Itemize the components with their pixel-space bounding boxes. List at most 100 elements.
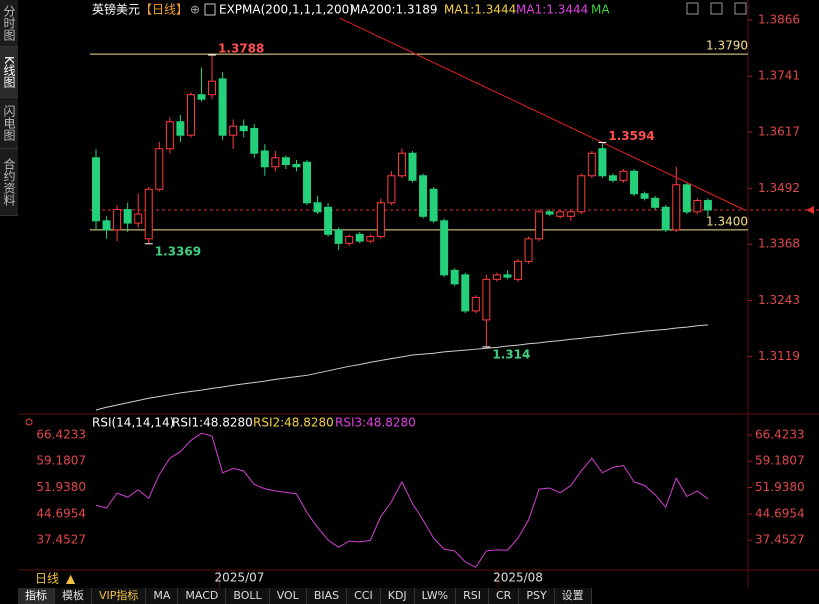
candle-body <box>165 121 174 150</box>
tab[interactable]: VOL <box>269 588 307 604</box>
symbol: 英镑美元 <box>92 2 140 17</box>
y-tick-label: 1.3368 <box>758 237 800 251</box>
candle-body <box>134 213 143 224</box>
tab[interactable]: VIP指标 <box>92 588 147 604</box>
candle-body <box>123 209 132 224</box>
y-tick-label: 1.3866 <box>758 12 800 26</box>
tab[interactable]: 设置 <box>554 588 592 604</box>
candle-body <box>461 274 470 312</box>
candle-body <box>608 175 617 181</box>
icon <box>204 3 216 16</box>
candle-body <box>92 157 100 222</box>
candle-body <box>682 184 691 213</box>
candle-body <box>524 238 533 262</box>
tab[interactable]: KDJ <box>380 588 415 604</box>
candle-body <box>218 78 227 136</box>
window-button[interactable] <box>710 2 723 15</box>
candle-body <box>397 152 406 177</box>
candle-body <box>303 161 311 204</box>
rsi3: RSI3:48.8280 <box>335 416 416 430</box>
rsi-line <box>95 432 709 568</box>
candle-body <box>144 188 153 240</box>
candle-body <box>102 220 111 231</box>
candle-body <box>693 200 702 213</box>
candle-body <box>155 148 164 190</box>
candle-body <box>471 296 480 312</box>
tab[interactable]: 模板 <box>55 588 92 604</box>
candle-body <box>176 121 185 136</box>
trend-line <box>339 17 746 211</box>
candle-body <box>630 170 639 195</box>
panel-icon[interactable] <box>25 418 33 426</box>
candle-body <box>514 260 522 280</box>
period-button[interactable]: 日线 <box>35 572 59 586</box>
candle-body <box>535 211 544 240</box>
candle-body <box>387 175 396 204</box>
candle-body <box>440 220 449 276</box>
y-tick-label-left: 44.6954 <box>36 506 86 520</box>
candle-body <box>419 175 428 217</box>
side-tab[interactable]: 合约资料 <box>0 149 18 216</box>
candle-body <box>355 233 364 242</box>
y-tick-label: 1.3119 <box>758 349 800 363</box>
y-tick-label: 37.4527 <box>755 533 805 547</box>
candle-body <box>186 94 195 136</box>
tab[interactable]: RSI <box>456 588 489 604</box>
x-label: 2025/07 <box>215 571 265 585</box>
tab[interactable]: CCI <box>347 588 381 604</box>
y-tick-label: 1.3243 <box>758 293 800 307</box>
settings-icon[interactable]: ⊕ <box>190 3 200 17</box>
candle-body <box>503 274 512 278</box>
candle-body <box>366 236 375 242</box>
candle-body <box>260 150 269 168</box>
tab[interactable]: PSY <box>519 588 555 604</box>
period: 【日线】 <box>140 3 188 17</box>
point-label: 1.3594 <box>608 129 654 143</box>
candle-body <box>577 175 586 213</box>
tab[interactable]: MA <box>146 588 179 604</box>
candle-body <box>598 148 607 177</box>
tab[interactable]: BIAS <box>306 588 348 604</box>
window-button[interactable] <box>734 2 747 15</box>
tab[interactable]: MACD <box>178 588 227 604</box>
rsi-name: RSI(14,14,14) <box>92 416 174 430</box>
y-tick-label: 51.9380 <box>755 480 805 494</box>
y-tick-label-left: 66.4233 <box>36 427 86 441</box>
candle-body <box>429 188 438 222</box>
ma1-label: MA1:1.3444 <box>444 3 516 17</box>
candle-body <box>113 209 122 231</box>
candle-body <box>450 269 459 285</box>
tab[interactable]: LW% <box>414 588 457 604</box>
y-tick-label: 66.4233 <box>755 427 805 441</box>
period-arrow[interactable]: ▲ <box>66 572 76 586</box>
candle-body <box>324 206 333 235</box>
side-tab[interactable]: 分时图 <box>0 0 18 47</box>
tab[interactable]: BOLL <box>226 588 270 604</box>
y-tick-label-left: 51.9380 <box>36 480 86 494</box>
side-tab[interactable]: 闪电图 <box>0 98 18 149</box>
candle-body <box>208 80 217 96</box>
y-tick-label: 59.1807 <box>755 454 805 468</box>
y-tick-label-left: 59.1807 <box>36 454 86 468</box>
point-label: 1.314 <box>492 347 530 361</box>
candle-body <box>587 152 596 177</box>
window-button[interactable] <box>686 2 699 15</box>
y-tick-label: 1.3741 <box>758 69 800 83</box>
tab-bar: 指标 模板 VIP指标 MA MACD BOLL VOL BIAS CCI KDJ LW% RSI CR… <box>18 588 592 604</box>
candle-body <box>566 211 575 217</box>
line-label: 1.3790 <box>706 39 748 53</box>
x-label: 2025/08 <box>493 571 543 585</box>
side-tab[interactable]: K线图 <box>0 47 18 98</box>
candle-body <box>672 184 681 231</box>
candle-body <box>492 274 501 280</box>
candle-body <box>229 125 238 136</box>
y-tick-label: 1.3617 <box>758 125 800 139</box>
candle-body <box>292 164 301 168</box>
candle-body <box>640 193 649 199</box>
candle-body <box>651 197 660 208</box>
tab[interactable]: 指标 <box>18 588 55 604</box>
candle-body <box>482 278 491 321</box>
tab[interactable]: CR <box>489 588 520 604</box>
